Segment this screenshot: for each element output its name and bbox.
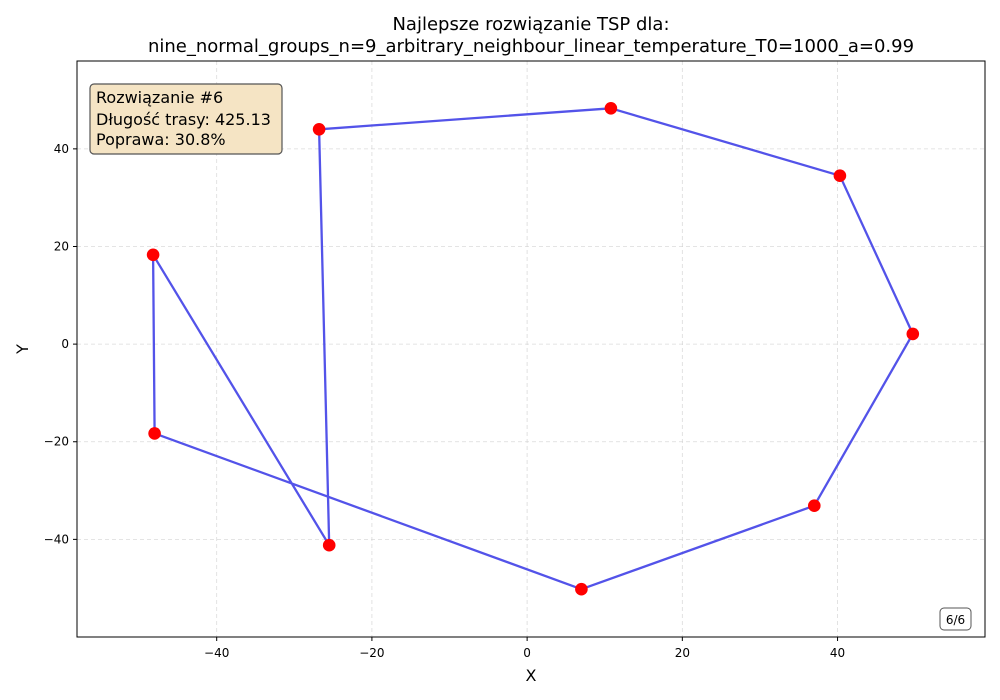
x-tick-label: 40 [830,646,845,660]
y-tick-label: −40 [44,532,69,546]
info-solution-number: Rozwiązanie #6 [96,88,223,107]
city-point [833,169,847,182]
counter-background [939,607,972,631]
y-axis-ticks: −40 −20 0 20 40 [44,142,77,546]
info-route-length: Długość trasy: 425.13 [96,110,271,129]
chart-title-line2: nine_normal_groups_n=9_arbitrary_neighbo… [148,36,914,57]
x-axis-ticks: −40 −20 0 20 40 [204,637,845,660]
x-axis-label: X [526,666,537,685]
counter-label: 6/6 [946,613,965,627]
y-axis-label: Y [13,344,32,355]
city-point [322,538,336,552]
grid [77,61,985,637]
info-box-background [89,83,283,155]
x-tick-label: 20 [675,646,690,660]
x-tick-label: 0 [523,646,531,660]
x-tick-label: −20 [359,646,384,660]
city-point [148,427,161,440]
city-point [604,102,618,115]
city-point [808,499,821,512]
city-point [146,248,160,262]
city-points [146,102,920,596]
chart-title-line1: Najlepsze rozwiązanie TSP dla: [392,14,669,35]
city-point [575,582,588,596]
solution-counter: 6/6 [939,607,972,631]
city-point [312,123,326,136]
route-polyline [151,107,914,591]
plot-frame [76,60,986,638]
y-tick-label: −20 [44,435,69,449]
route-line [151,107,914,591]
y-tick-label: 0 [61,337,69,351]
info-improvement: Poprawa: 30.8% [96,130,226,149]
y-tick-label: 40 [54,142,69,156]
city-point [906,327,920,341]
x-tick-label: −40 [204,646,229,660]
y-tick-label: 20 [54,239,69,253]
info-box: Rozwiązanie #6 Długość trasy: 425.13 Pop… [89,83,283,155]
